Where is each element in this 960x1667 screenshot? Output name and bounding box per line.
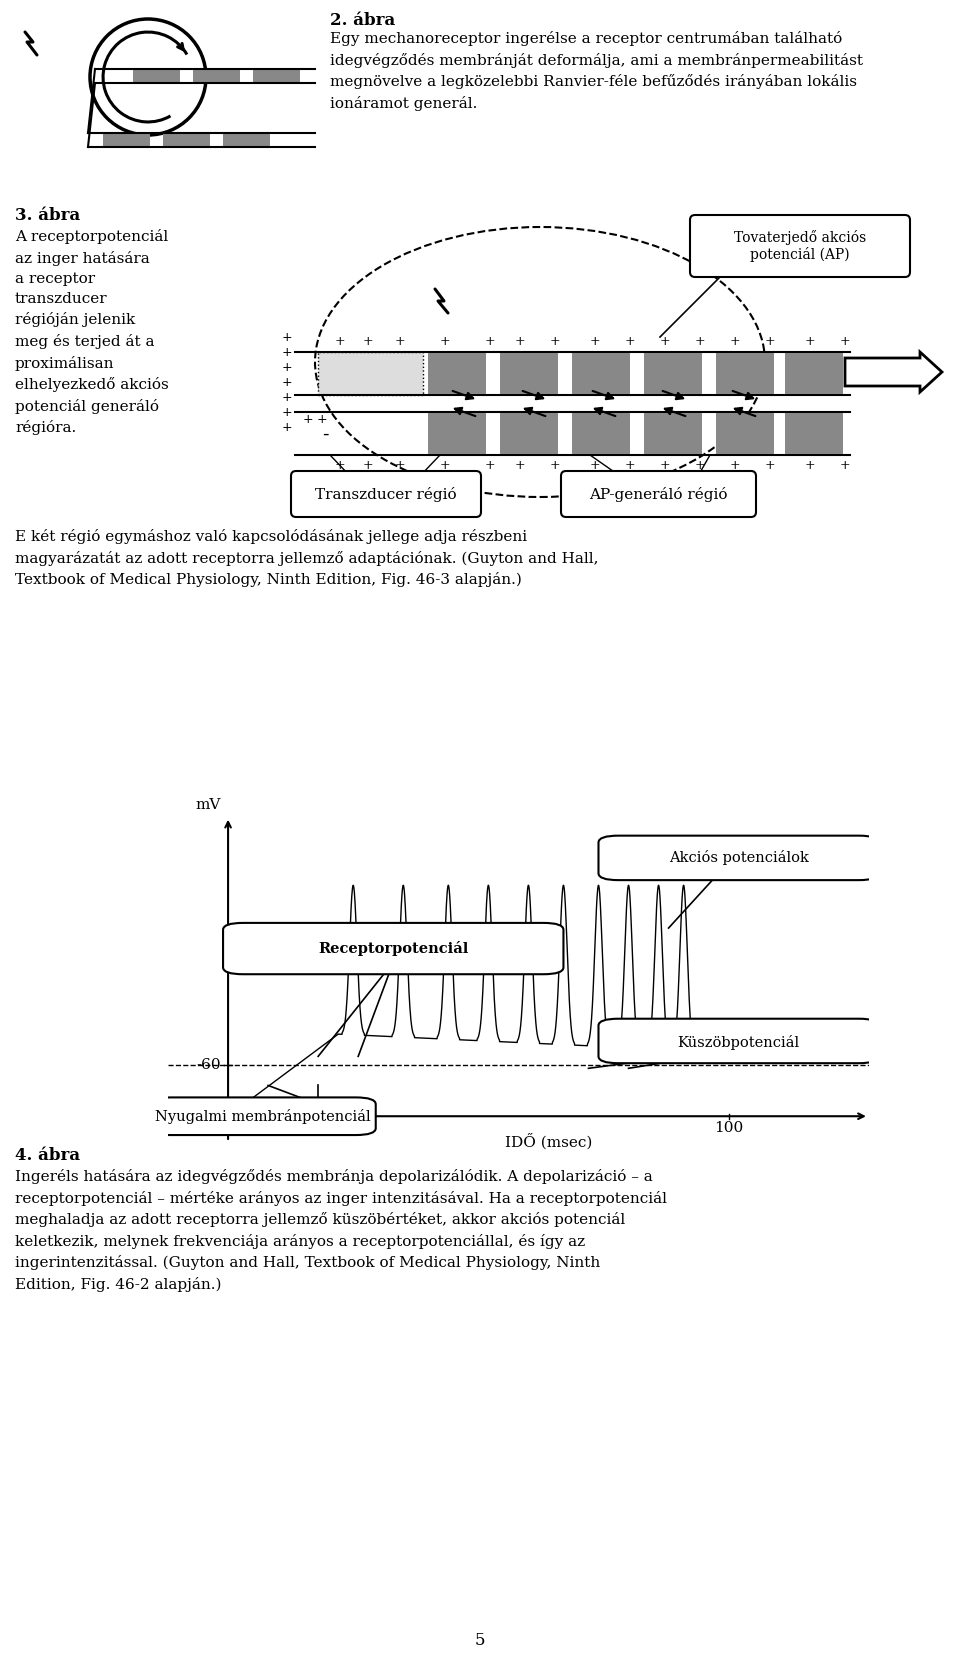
FancyBboxPatch shape [223, 924, 564, 974]
Bar [193, 68, 240, 83]
Text: 5: 5 [475, 1632, 485, 1649]
Text: Akciós potenciálok: Akciós potenciálok [669, 850, 808, 865]
Text: E két régió egymáshoz való kapcsolódásának jellege adja részbeni
magyarázatát az: E két régió egymáshoz való kapcsolódásán… [15, 528, 598, 587]
Bar [644, 413, 702, 453]
Text: +: + [363, 458, 373, 472]
Text: +: + [840, 335, 851, 348]
Text: +: + [281, 405, 292, 418]
Text: -: - [322, 425, 328, 443]
Text: +: + [395, 458, 405, 472]
Text: Küszöbpotenciál: Küszöbpotenciál [678, 1035, 800, 1050]
Text: Tovaterjedő akciós
potenciál (AP): Tovaterjedő akciós potenciál (AP) [733, 230, 866, 262]
FancyBboxPatch shape [151, 1097, 375, 1135]
Text: Nyugalmi membránpotenciál: Nyugalmi membránpotenciál [156, 1109, 371, 1124]
Text: +: + [695, 335, 706, 348]
Bar [163, 133, 210, 147]
Text: AP-generáló régió: AP-generáló régió [588, 487, 728, 502]
Text: +: + [589, 458, 600, 472]
Bar [785, 353, 843, 393]
Text: A receptorpotenciál
az inger hatására
a receptor
transzducer
régióján jelenik
me: A receptorpotenciál az inger hatására a … [15, 228, 169, 435]
Text: +: + [335, 335, 346, 348]
Text: +: + [363, 335, 373, 348]
Text: +: + [515, 458, 525, 472]
Text: +: + [281, 390, 292, 403]
Text: Ingeréls hatására az idegvégződés membránja depolarizálódik. A depolarizáció – a: Ingeréls hatására az idegvégződés membrá… [15, 1169, 667, 1292]
Text: +: + [730, 335, 740, 348]
Text: 0: 0 [223, 1122, 233, 1135]
Bar [500, 353, 558, 393]
Text: 4. ábra: 4. ábra [15, 1147, 80, 1164]
Bar [223, 133, 270, 147]
Text: +: + [335, 458, 346, 472]
Text: +: + [765, 458, 776, 472]
Bar [428, 353, 486, 393]
Text: +: + [281, 330, 292, 343]
Text: mV: mV [195, 798, 221, 812]
Text: Transzducer régió: Transzducer régió [315, 487, 457, 502]
Text: +: + [515, 335, 525, 348]
Text: +: + [440, 335, 450, 348]
Text: +: + [440, 458, 450, 472]
Bar [644, 353, 702, 393]
Text: -90: -90 [196, 1109, 221, 1124]
Bar [253, 68, 300, 83]
Bar [572, 353, 630, 393]
FancyBboxPatch shape [598, 835, 878, 880]
Bar [133, 68, 180, 83]
Text: 2. ábra: 2. ábra [330, 12, 396, 28]
Text: +: + [317, 412, 327, 425]
Bar [716, 353, 774, 393]
Text: +: + [840, 458, 851, 472]
Text: +: + [660, 335, 670, 348]
Text: +: + [730, 458, 740, 472]
Text: +: + [281, 375, 292, 388]
Bar [103, 133, 150, 147]
Text: +: + [281, 360, 292, 373]
Text: +: + [625, 335, 636, 348]
Text: -60: -60 [196, 1059, 221, 1072]
FancyBboxPatch shape [690, 215, 910, 277]
Text: +: + [395, 335, 405, 348]
Text: +: + [302, 412, 313, 425]
Bar [785, 413, 843, 453]
FancyBboxPatch shape [561, 472, 756, 517]
Text: +: + [625, 458, 636, 472]
Text: 3. ábra: 3. ábra [15, 207, 81, 223]
Text: +: + [695, 458, 706, 472]
Text: Egy mechanoreceptor ingerélse a receptor centrumában található
idegvégződés memb: Egy mechanoreceptor ingerélse a receptor… [330, 32, 863, 110]
Text: +: + [660, 458, 670, 472]
FancyArrow shape [845, 352, 942, 392]
Text: +: + [485, 458, 495, 472]
Text: 100: 100 [714, 1122, 743, 1135]
Text: +: + [550, 335, 561, 348]
Text: IDŐ (msec): IDŐ (msec) [505, 1134, 592, 1150]
Bar [572, 413, 630, 453]
Text: +: + [765, 335, 776, 348]
Text: +: + [804, 458, 815, 472]
Text: Receptorpotenciál: Receptorpotenciál [318, 942, 468, 957]
Bar [318, 352, 423, 395]
Text: +: + [485, 335, 495, 348]
Bar [500, 413, 558, 453]
Bar [716, 413, 774, 453]
Text: +: + [281, 420, 292, 433]
Bar [428, 413, 486, 453]
Text: +: + [589, 335, 600, 348]
Text: +: + [550, 458, 561, 472]
Text: +: + [804, 335, 815, 348]
FancyBboxPatch shape [291, 472, 481, 517]
FancyBboxPatch shape [598, 1019, 878, 1064]
Text: +: + [281, 345, 292, 358]
